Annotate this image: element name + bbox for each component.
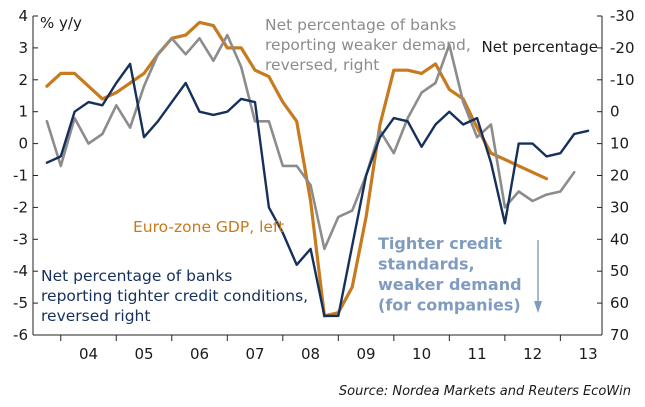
right-tick-label: -20: [610, 39, 635, 57]
annotation-gdp-line: Euro-zone GDP, left: [133, 218, 284, 236]
series-line: [45, 33, 576, 251]
left-tick-label: 4: [18, 7, 28, 25]
right-tick-label: 20: [610, 167, 629, 185]
right-tick-label: 50: [610, 262, 629, 280]
chart-annotations: Euro-zone GDP, left Net percentage of ban…: [41, 16, 542, 325]
annotation-credit-line: reporting tighter credit conditions,: [41, 287, 308, 305]
right-tick-label: 30: [610, 198, 629, 216]
left-tick-label: -6: [13, 326, 28, 344]
left-tick-label: -2: [13, 198, 28, 216]
annotation-tighter-line: weaker demand: [378, 275, 522, 294]
left-tick-label: 2: [18, 71, 28, 89]
left-axis-label: % y/y: [40, 14, 82, 32]
x-tick-label: 06: [190, 345, 209, 363]
x-tick-label: 07: [246, 345, 265, 363]
left-tick-label: -1: [13, 167, 28, 185]
left-tick-label: 1: [18, 103, 28, 121]
x-tick-label: 08: [301, 345, 320, 363]
right-tick-label: 60: [610, 294, 629, 312]
series-line: [45, 62, 590, 318]
annotation-demand-line: reporting weaker demand,: [265, 36, 471, 54]
x-tick-label: 10: [412, 345, 431, 363]
x-tick-label: 13: [579, 345, 598, 363]
left-tick-label: 3: [18, 39, 28, 57]
x-tick-label: 04: [79, 345, 98, 363]
chart-axes: 43210-1-2-3-4-5-6-30-20-1001020304050607…: [13, 7, 634, 363]
annotation-tighter-line: (for companies): [378, 296, 521, 315]
annotation-credit-line: reversed right: [41, 307, 150, 325]
annotation-demand-line: Net percentage of banks: [265, 16, 456, 34]
left-tick-label: -4: [13, 262, 28, 280]
annotation-credit-line: Net percentage of banks: [41, 267, 232, 285]
chart-series: [45, 20, 590, 318]
right-tick-label: 0: [610, 103, 620, 121]
x-tick-label: 11: [468, 345, 487, 363]
source-note: Source: Nordea Markets and Reuters EcoWi…: [338, 384, 631, 399]
right-tick-label: 70: [610, 326, 629, 344]
right-tick-label: -10: [610, 71, 635, 89]
left-tick-label: 0: [18, 135, 28, 153]
x-tick-label: 09: [357, 345, 376, 363]
annotation-demand-line: reversed, right: [265, 56, 379, 74]
left-tick-label: -5: [13, 294, 28, 312]
right-tick-label: 40: [610, 230, 629, 248]
right-axis-label: Net percentage: [482, 38, 599, 56]
right-tick-label: -30: [610, 7, 635, 25]
x-tick-label: 12: [523, 345, 542, 363]
x-tick-label: 05: [134, 345, 153, 363]
left-tick-label: -3: [13, 230, 28, 248]
annotation-tighter-line: Tighter credit: [378, 234, 502, 253]
right-tick-label: 10: [610, 135, 629, 153]
arrow-head: [534, 301, 542, 313]
annotation-tighter-line: standards,: [378, 255, 475, 274]
